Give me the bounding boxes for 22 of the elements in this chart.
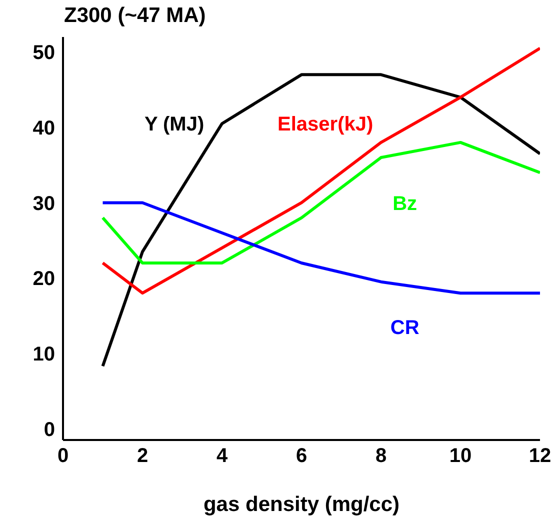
x-axis-title: gas density (mg/cc) (203, 493, 400, 516)
series-label: Elaser(kJ) (278, 114, 374, 136)
line-series (101, 73, 540, 368)
y-tick-label: 0 (44, 418, 55, 441)
series-label: Y (MJ) (144, 114, 204, 136)
y-tick-label: 20 (32, 268, 55, 290)
series-label: Bz (392, 192, 418, 215)
x-tick-label: 8 (375, 445, 387, 468)
x-tick-label: 10 (449, 445, 472, 468)
y-tick-label: 10 (32, 343, 55, 366)
x-tick-label: 4 (216, 445, 228, 468)
x-tick-label: 6 (296, 445, 308, 468)
x-tick-label: 12 (528, 445, 552, 468)
line-series (101, 140, 540, 264)
y-tick-label: 30 (32, 192, 55, 215)
x-tick-label: 0 (57, 445, 69, 468)
y-tick-label: 50 (32, 42, 55, 64)
chart-title: Z300 (~47 MA) (64, 4, 206, 28)
y-tick-label: 40 (32, 117, 55, 140)
x-tick-label: 2 (136, 445, 148, 468)
line-series (101, 46, 540, 295)
series-label: CR (390, 317, 420, 340)
